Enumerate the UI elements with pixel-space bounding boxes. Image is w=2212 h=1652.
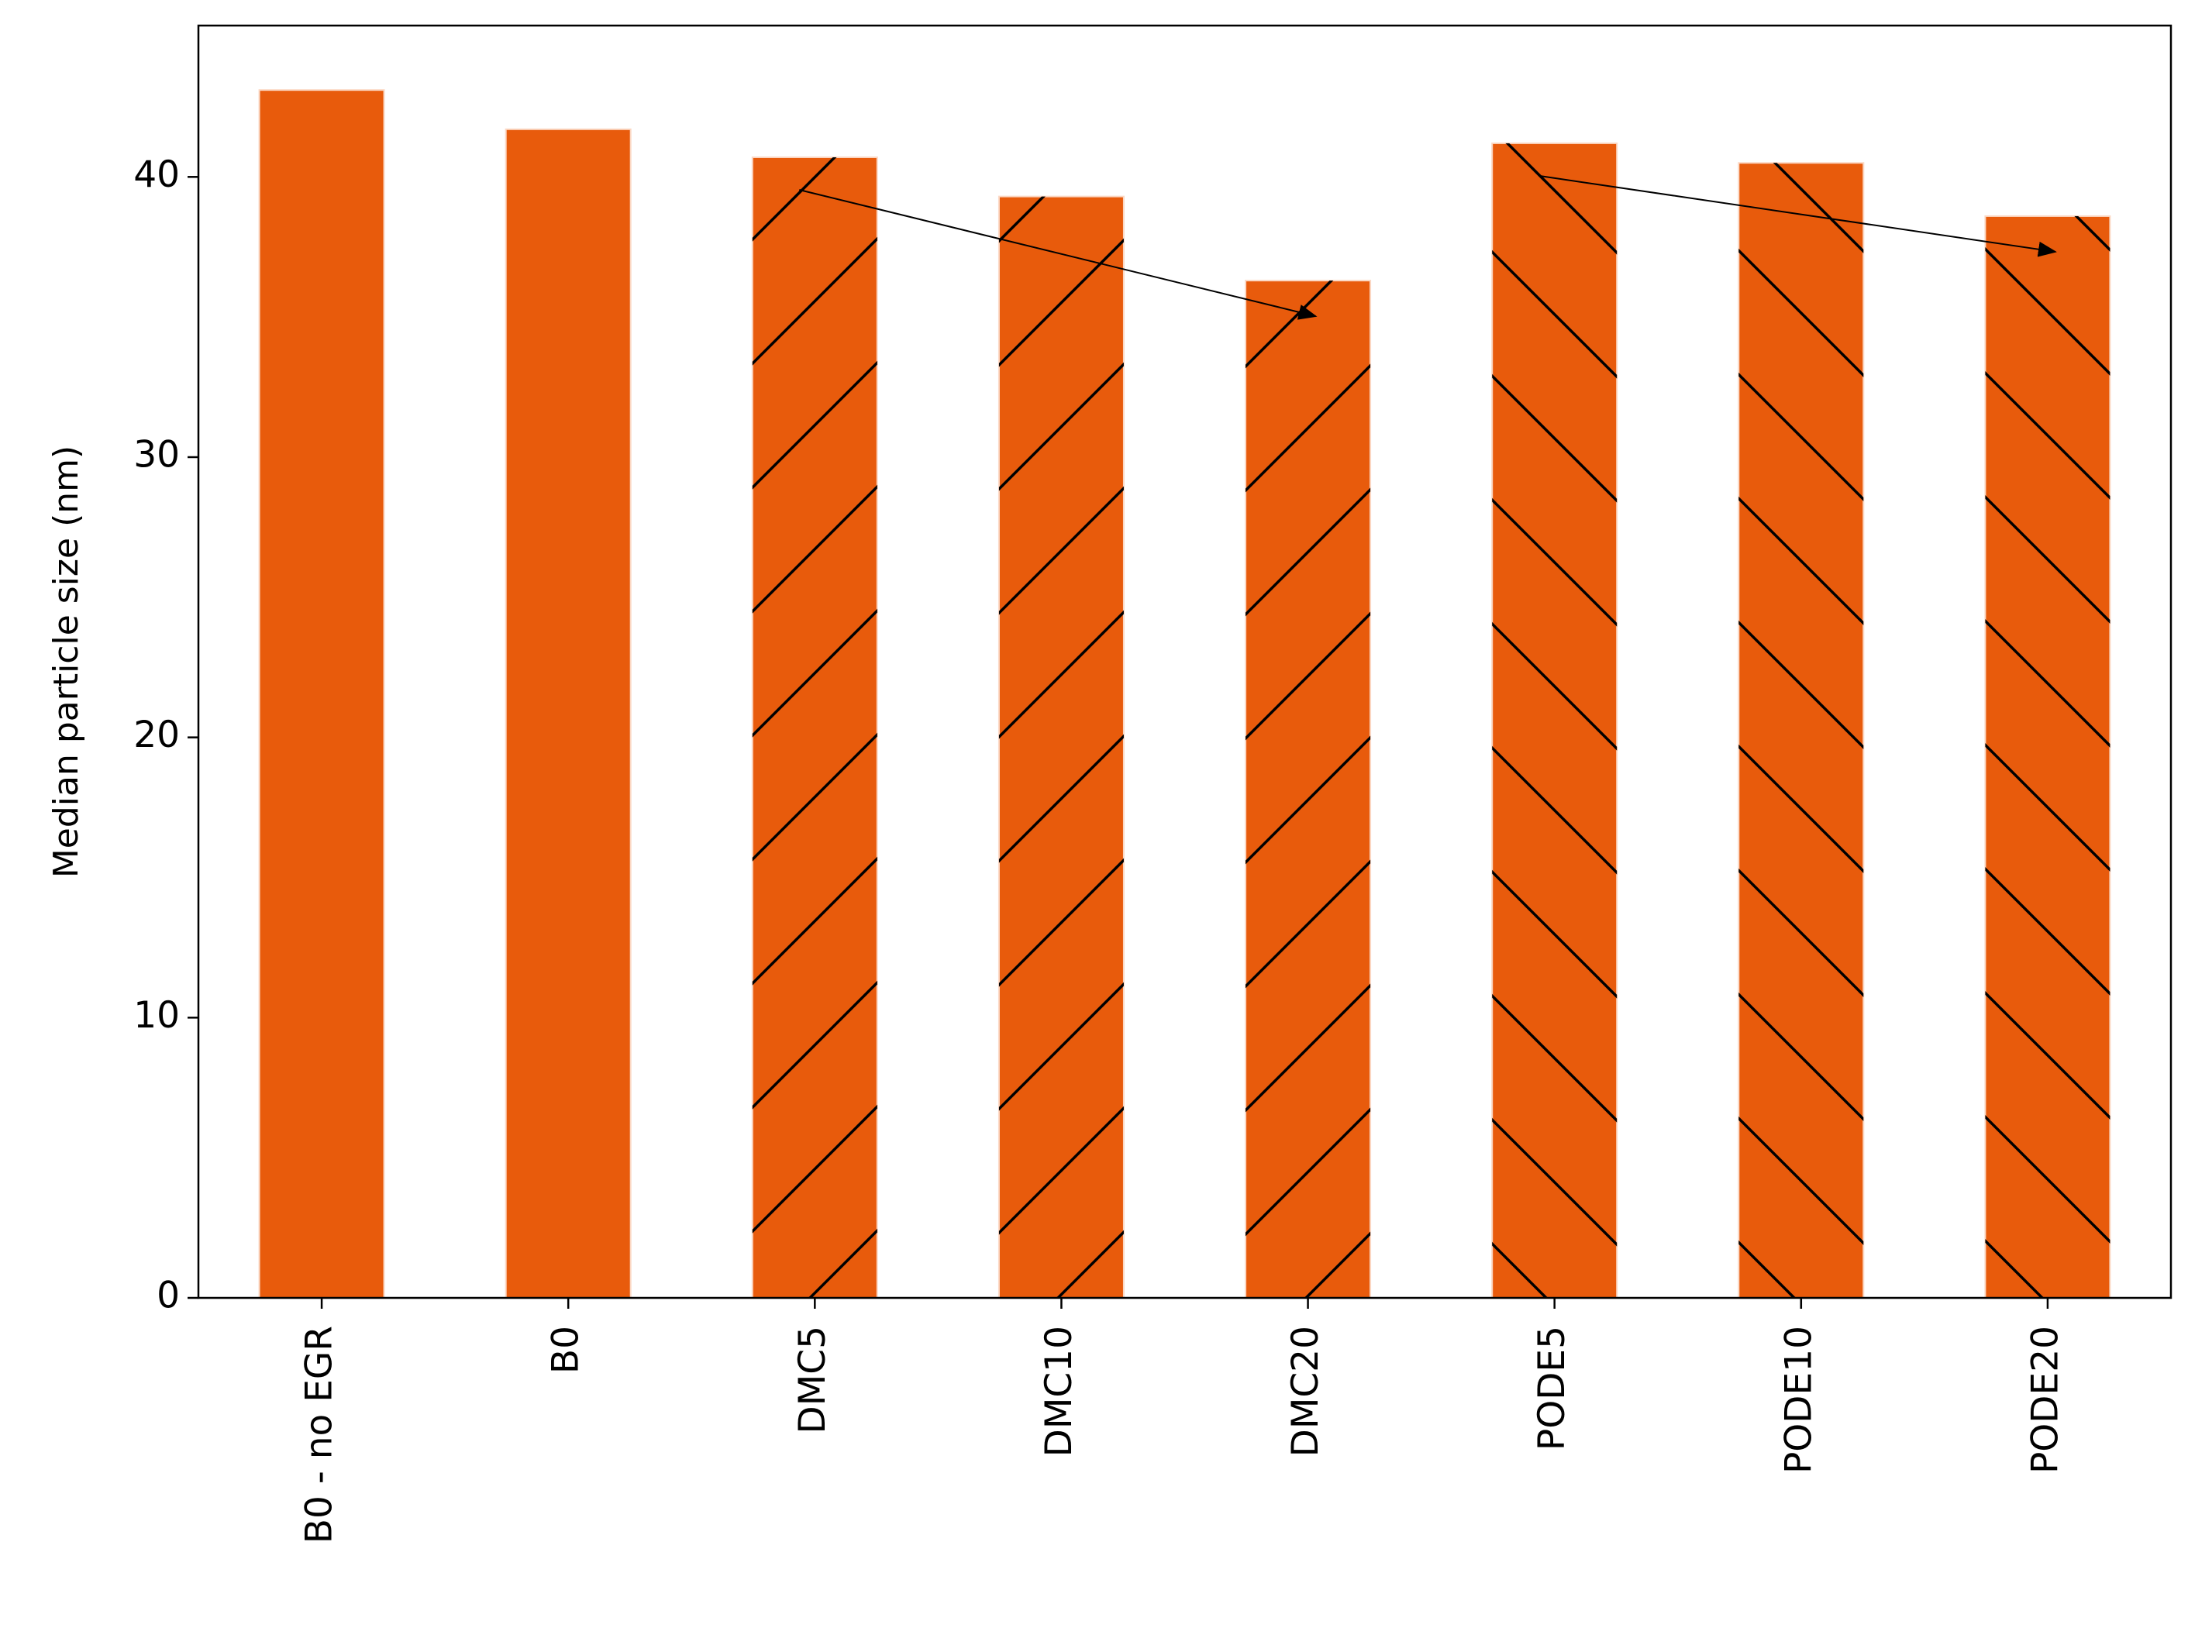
x-tick-label: PODE20 <box>2024 1326 2066 1474</box>
y-tick-label: 30 <box>133 433 180 476</box>
trend-arrow <box>1538 174 2057 257</box>
y-tick-label: 10 <box>133 994 180 1037</box>
x-tick-label: B0 - no EGR <box>298 1326 341 1544</box>
x-tick-label: PODE10 <box>1777 1326 1820 1474</box>
y-tick-label: 40 <box>133 153 180 196</box>
bar <box>258 89 385 1299</box>
bar-hatch <box>1246 280 1371 1299</box>
y-axis-label: Median particle size (nm) <box>47 446 86 878</box>
bar-hatch <box>1738 163 1864 1299</box>
bar-hatch <box>998 196 1124 1299</box>
x-tick-label: PODE5 <box>1531 1326 1573 1451</box>
plot-frame <box>197 24 2172 1299</box>
bar-hatch <box>752 157 877 1298</box>
x-tick-label: DMC5 <box>791 1326 834 1433</box>
bar-hatch <box>1492 143 1618 1298</box>
bar <box>505 128 632 1299</box>
trend-arrow <box>799 189 1318 320</box>
bar-hatch <box>1985 215 2110 1298</box>
y-tick-label: 20 <box>133 714 180 756</box>
x-tick-label: DMC20 <box>1284 1326 1327 1457</box>
x-tick-label: B0 <box>545 1326 587 1374</box>
x-tick-label: DMC10 <box>1038 1326 1080 1457</box>
y-tick-label: 0 <box>157 1275 180 1317</box>
